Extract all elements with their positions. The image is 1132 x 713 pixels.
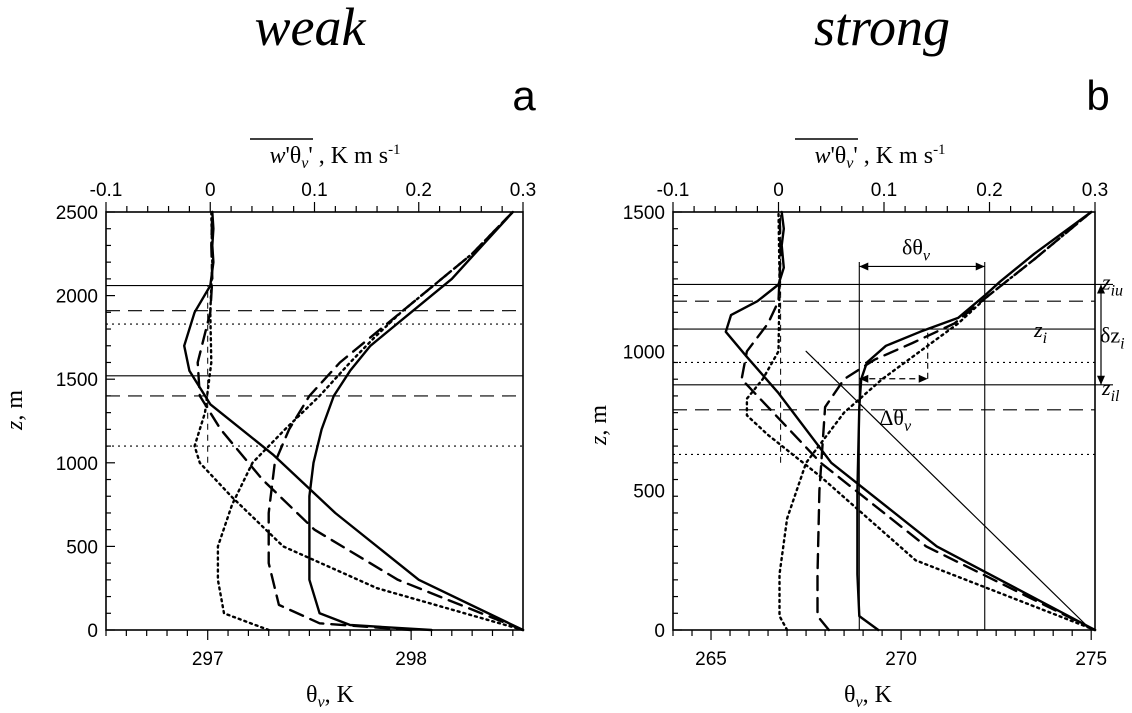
theta-profile-dotted (778, 210, 1093, 632)
flux-profile-solid (182, 210, 525, 632)
x-top-tick-label: -0.1 (90, 180, 123, 201)
y-tick-label: 1000 (623, 342, 665, 363)
panel-a-ylabel: z, m (2, 390, 28, 431)
y-tick-label: 0 (87, 621, 98, 642)
label-ziu: ziu (1101, 269, 1123, 299)
arrowhead (918, 374, 928, 383)
theta-profile-dotted (216, 210, 514, 632)
panel-a-letter: a (512, 72, 536, 119)
x-top-tick-label: 0.2 (976, 180, 1002, 201)
y-tick-label: 2000 (56, 287, 98, 308)
x-top-tick-label: 0.3 (1082, 180, 1108, 201)
panel-a-frame (105, 211, 524, 631)
panel-b-ylabel: z, m (586, 405, 612, 446)
x-bottom-tick-label: 265 (695, 649, 727, 670)
panel-a-xlabel-bottom: θv, K (306, 682, 355, 711)
panel-a: weak a θv, K w'θv' , K m s-1 z, m 0 500 10… (2, 0, 536, 711)
flux-profile-dotted (745, 210, 1097, 632)
panel-a-xlabel-top: w'θv' , K m s-1 (269, 142, 400, 172)
panel-b-xlabel-top: w'θv' , K m s-1 (814, 142, 945, 172)
x-bottom-tick-label: 270 (885, 649, 917, 670)
theta-profile-solid (856, 210, 1093, 632)
theta-profile-dashed (267, 210, 514, 632)
panel-b-title: strong (814, 0, 950, 57)
y-tick-label: 500 (633, 482, 665, 503)
panel-a-ticks: 0 500 1000 1500 2000 2500 297 298 -0.1 0 0.1 0.2 0.3 (56, 180, 536, 670)
panel-b-letter: b (1086, 72, 1109, 119)
theta-profile-solid (308, 210, 514, 632)
y-tick-label: 500 (66, 537, 98, 558)
panel-b-ticks: 0 500 1000 1500 265 270 275 -0.1 0 0.1 0.2 0.3 (623, 180, 1108, 670)
x-top-tick-label: 0 (773, 180, 784, 201)
panel-a-title: weak (255, 0, 367, 57)
y-tick-label: 0 (654, 621, 665, 642)
flux-profile-dashed (196, 210, 525, 632)
x-bottom-tick-label: 275 (1075, 649, 1107, 670)
x-top-tick-label: -0.1 (657, 180, 690, 201)
x-top-tick-label: 0 (205, 180, 216, 201)
theta-diag (805, 350, 1092, 631)
x-top-tick-label: 0.3 (510, 180, 536, 201)
theta-profile-dashed (816, 210, 1093, 632)
label-Delta-theta: Δθv (879, 405, 912, 435)
x-top-tick-label: 0.1 (301, 180, 327, 201)
y-tick-label: 1500 (56, 370, 98, 391)
label-zi: zi (1033, 317, 1047, 347)
label-delta-zi: δzi (1100, 323, 1125, 353)
y-tick-label: 1500 (623, 203, 665, 224)
arrowhead (859, 262, 869, 271)
x-bottom-tick-label: 298 (395, 649, 427, 670)
label-zil: zil (1101, 375, 1120, 405)
y-tick-label: 1000 (56, 454, 98, 475)
panel-b-lines (673, 210, 1097, 632)
label-delta-theta: δθv (902, 234, 931, 264)
panel-b-xlabel-bottom: θv, K (844, 682, 893, 711)
y-tick-label: 2500 (56, 203, 98, 224)
panel-b: strong b θv, K w'θv' , K m s-1 z, m 0 500… (586, 0, 1125, 711)
flux-profile-dashed (740, 210, 1097, 632)
arrowhead (859, 374, 869, 383)
flux-profile-solid (724, 210, 1097, 632)
panel-b-annotations: δθv Δθv ziu zil δzi zi (859, 234, 1125, 435)
arrowhead (1097, 375, 1105, 385)
x-top-tick-label: 0.2 (406, 180, 432, 201)
x-bottom-tick-label: 297 (192, 649, 224, 670)
panel-a-lines (106, 210, 525, 632)
x-top-tick-label: 0.1 (871, 180, 897, 201)
arrowhead (1097, 284, 1105, 294)
arrowhead (975, 262, 985, 271)
flux-profile-dotted (193, 210, 525, 632)
